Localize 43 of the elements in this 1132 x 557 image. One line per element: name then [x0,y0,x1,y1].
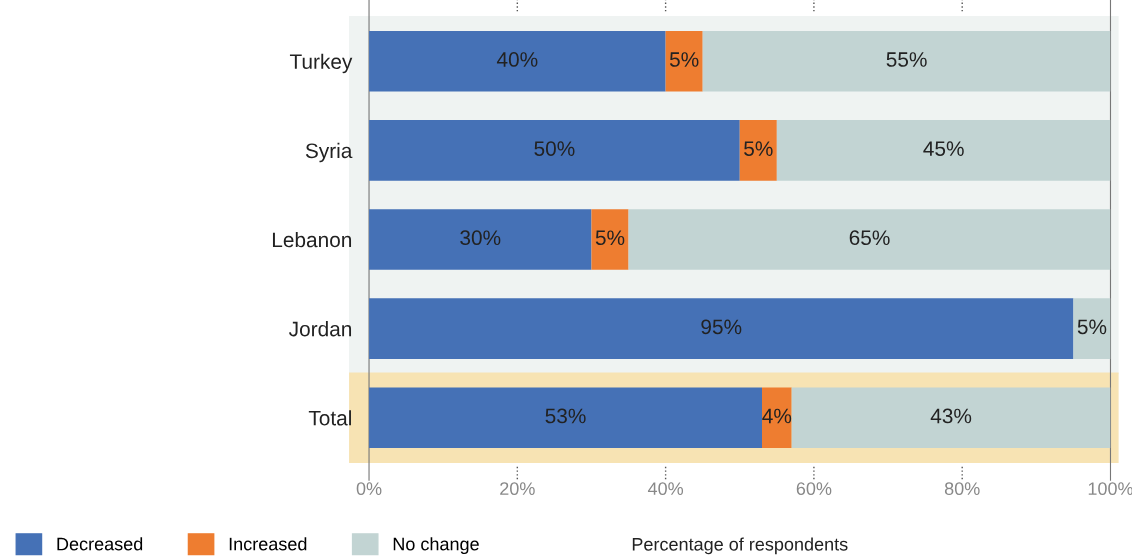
bar [369,387,763,449]
bar [776,120,1111,181]
data-label: 50% [534,141,575,156]
x-tick-label: 80% [944,482,980,496]
bar [791,387,1111,449]
x-axis-title: Percentage of respondents [632,537,848,555]
x-tick-label: 0% [356,482,382,496]
data-label: 30% [460,230,501,246]
y-tick-label: Jordan [289,321,352,337]
data-label: 4% [762,408,792,424]
bar [369,30,666,92]
data-label: 5% [595,230,625,246]
bar [762,387,792,449]
data-label: 65% [849,230,890,246]
data-label: 43% [930,408,972,424]
x-tick-label: 60% [796,482,832,496]
bar [739,120,777,181]
bar [369,298,1074,359]
data-label: 95% [701,319,742,335]
bar [369,120,740,181]
data-label: 40% [496,52,538,67]
y-tick-label: Syria [305,142,353,163]
bar [702,30,1111,92]
bar [369,209,592,270]
data-label: 55% [886,52,927,67]
y-tick-label: Lebanon [272,231,352,248]
x-tick-label: 20% [500,482,535,496]
data-label: 45% [923,141,964,156]
y-tick-label: Turkey [289,53,353,74]
bar [1073,298,1111,359]
legend-label: Decreased [57,537,143,551]
data-label: 5% [1077,319,1107,335]
data-label: 53% [545,408,586,424]
data-label: 5% [744,141,773,156]
x-tick-label: 40% [647,482,684,496]
x-tick-label: 100% [1088,482,1132,496]
bar [628,209,1111,270]
legend-label: No change [393,537,479,554]
legend-label: Increased [229,537,307,551]
bar [591,209,629,270]
y-tick-label: Total [308,410,351,426]
bar [665,30,703,92]
data-label: 5% [669,52,699,67]
